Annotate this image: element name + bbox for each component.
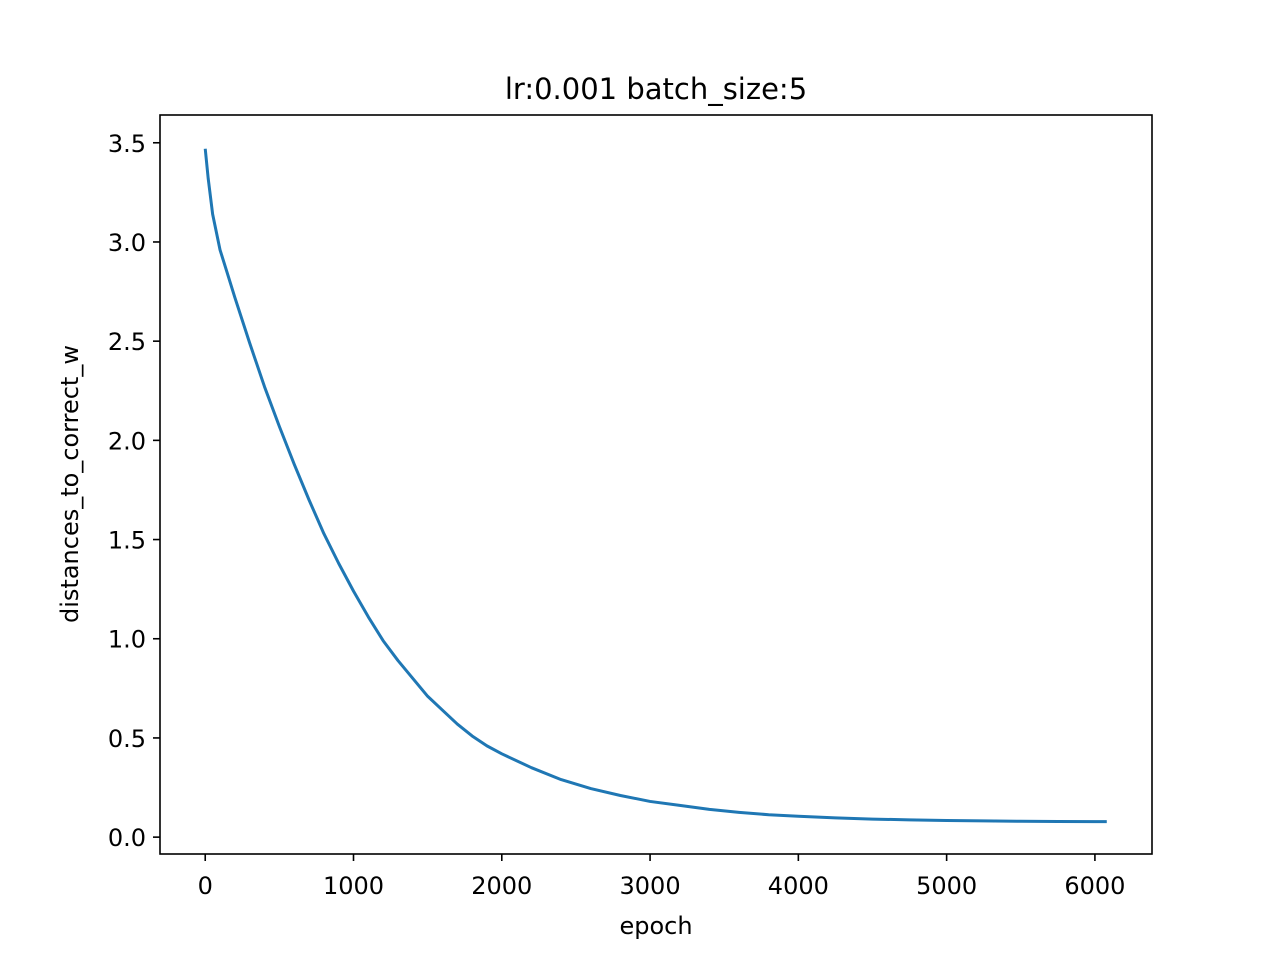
x-tick-label: 6000 (1064, 872, 1125, 900)
x-tick-label: 1000 (323, 872, 384, 900)
y-tick-label: 3.5 (108, 130, 146, 158)
y-tick-label: 1.0 (108, 626, 146, 654)
y-tick-label: 1.5 (108, 527, 146, 555)
y-tick-label: 3.0 (108, 229, 146, 257)
x-tick-label: 4000 (768, 872, 829, 900)
chart-title: lr:0.001 batch_size:5 (505, 72, 807, 106)
x-tick-label: 2000 (471, 872, 532, 900)
x-tick-label: 3000 (620, 872, 681, 900)
x-axis-label: epoch (619, 912, 692, 940)
series-line-0 (203, 148, 1107, 824)
x-axis: 0 1000 2000 3000 4000 5000 6000 (198, 854, 1125, 900)
y-axis: 0.0 0.5 1.0 1.5 2.0 2.5 3.0 3.5 (108, 130, 160, 852)
plot-area (203, 148, 1107, 824)
y-tick-label: 2.0 (108, 427, 146, 455)
y-tick-label: 2.5 (108, 328, 146, 356)
y-tick-label: 0.0 (108, 824, 146, 852)
axes-frame (159, 114, 1153, 855)
y-tick-label: 0.5 (108, 725, 146, 753)
x-tick-label: 5000 (916, 872, 977, 900)
x-tick-label: 0 (198, 872, 213, 900)
y-axis-label: distances_to_correct_w (56, 345, 84, 623)
